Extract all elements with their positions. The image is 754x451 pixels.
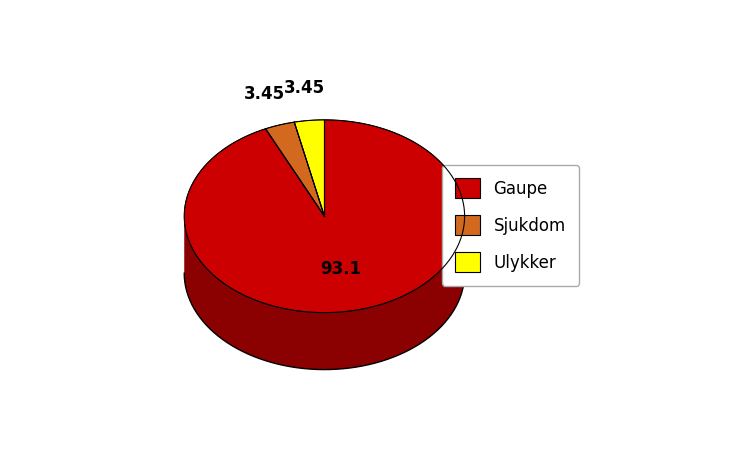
Legend: Gaupe, Sjukdom, Ulykker: Gaupe, Sjukdom, Ulykker (442, 165, 579, 286)
Text: 93.1: 93.1 (320, 259, 362, 277)
Text: 3.45: 3.45 (284, 79, 324, 97)
Polygon shape (294, 120, 324, 217)
Polygon shape (184, 216, 464, 370)
Polygon shape (265, 123, 324, 217)
Polygon shape (184, 120, 464, 313)
Text: 3.45: 3.45 (244, 85, 284, 103)
